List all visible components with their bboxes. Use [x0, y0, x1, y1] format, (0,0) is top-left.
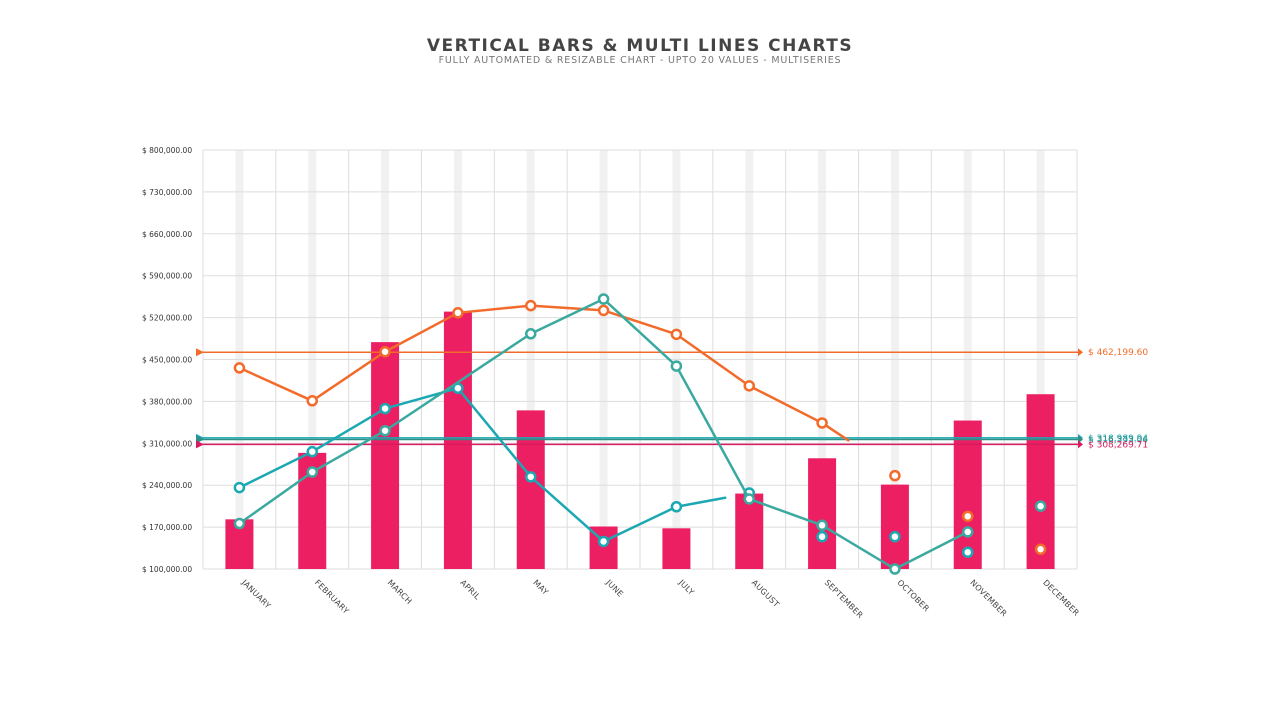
series-3-point	[670, 360, 683, 372]
bar-november	[953, 420, 982, 569]
x-tick-label: DECEMBER	[1041, 578, 1081, 618]
series-1-point	[1034, 543, 1047, 555]
series-2-point	[670, 500, 683, 513]
x-tick-label: FEBRUARY	[313, 578, 351, 616]
series-1-point	[597, 304, 610, 317]
series-3-point	[816, 519, 828, 532]
reference-label: $ 308,269.71	[1088, 440, 1148, 450]
x-tick-label: JULY	[676, 577, 696, 597]
series-line-1	[238, 304, 850, 442]
reference-marker-left	[196, 348, 204, 357]
reference-label: $ 318,989.94	[1088, 434, 1148, 444]
series-1-point	[452, 307, 464, 319]
bar-may	[516, 410, 545, 569]
series-3-point	[889, 563, 901, 575]
y-tick-label: $ 100,000.00	[142, 565, 192, 574]
series-2-point	[889, 530, 901, 543]
y-tick-label: $ 170,000.00	[142, 523, 192, 532]
bar-august	[735, 493, 764, 569]
series-1-point	[233, 362, 246, 374]
series-2-point	[816, 530, 828, 543]
series-2-point	[962, 546, 974, 558]
series-2-point	[233, 481, 246, 494]
series-3-point	[233, 517, 246, 530]
y-tick-label: $ 450,000.00	[142, 356, 192, 365]
y-tick-label: $ 310,000.00	[142, 439, 192, 448]
series-3-point	[962, 526, 974, 538]
series-3-point	[379, 424, 391, 437]
chart-subtitle: FULLY AUTOMATED & RESIZABLE CHART - UPTO…	[438, 55, 842, 66]
bar-april	[443, 311, 472, 569]
reference-marker-right	[1078, 440, 1083, 449]
series-1-point	[816, 417, 828, 429]
series-1-point	[525, 299, 537, 312]
reference-marker-left	[196, 440, 204, 449]
series-2-point	[379, 402, 391, 415]
series-3-point	[525, 328, 537, 340]
chart-title: VERTICAL BARS & MULTI LINES CHARTS	[426, 36, 854, 56]
y-tick-label: $ 520,000.00	[142, 314, 192, 323]
series-1-point	[743, 380, 755, 392]
bar-september	[808, 458, 837, 569]
reference-label: $ 316,333.04	[1088, 436, 1148, 446]
y-tick-label: $ 380,000.00	[142, 397, 192, 406]
series-2-point	[525, 471, 537, 483]
series-1-point	[670, 328, 683, 341]
series-1-point	[379, 345, 391, 358]
y-tick-label: $ 730,000.00	[142, 188, 192, 197]
series-1-point	[889, 469, 901, 482]
series-line-3	[238, 297, 969, 571]
series-3-point	[597, 293, 610, 305]
bar-march	[371, 342, 400, 569]
series-3-point	[306, 466, 318, 478]
x-tick-label: OCTOBER	[896, 578, 932, 614]
y-tick-label: $ 590,000.00	[142, 272, 192, 281]
reference-marker-right	[1078, 348, 1083, 357]
y-tick-label: $ 240,000.00	[142, 481, 192, 490]
bar-july	[662, 528, 691, 569]
reference-label: $ 462,199.60	[1088, 348, 1148, 358]
bar-december	[1026, 394, 1055, 569]
x-tick-label: SEPTEMBER	[823, 578, 865, 620]
x-tick-label: MARCH	[386, 578, 414, 606]
x-tick-label: MAY	[531, 578, 550, 597]
x-tick-label: JUNE	[603, 577, 625, 599]
series-line-2	[238, 386, 727, 543]
bar-october	[880, 484, 909, 569]
x-tick-label: AUGUST	[750, 578, 781, 609]
series-2-point	[597, 535, 610, 548]
x-tick-label: NOVEMBER	[968, 578, 1008, 618]
series-3-point	[1034, 500, 1047, 512]
y-tick-label: $ 800,000.00	[142, 146, 192, 155]
series-1-point	[962, 510, 974, 523]
x-tick-label: APRIL	[459, 578, 483, 602]
y-tick-label: $ 660,000.00	[142, 230, 192, 239]
x-tick-label: JANUARY	[239, 577, 272, 610]
series-1-point	[306, 395, 318, 407]
series-2-point	[306, 445, 318, 458]
series-3-point	[743, 493, 755, 505]
